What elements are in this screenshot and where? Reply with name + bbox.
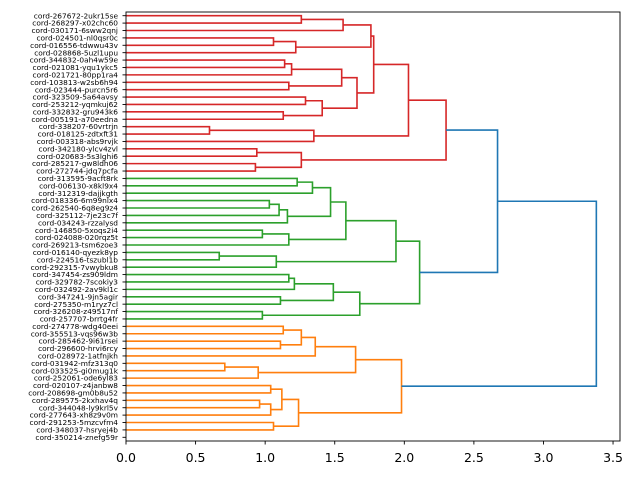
dendrogram-chart: cord-267672-2ukr15secord-268297-x02chc60… <box>0 0 640 480</box>
x-tick-label: 3.0 <box>534 450 554 465</box>
dendrogram-link <box>126 312 262 319</box>
dendrogram-link <box>276 221 396 262</box>
leaf-labels: cord-267672-2ukr15secord-268297-x02chc60… <box>28 11 126 442</box>
x-tick-label: 1.5 <box>325 450 345 465</box>
x-axis: 0.0 0.5 1.0 1.5 2.0 2.5 3.0 3.5 <box>116 441 623 465</box>
dendrogram-link <box>126 204 279 215</box>
dendrogram-link <box>126 230 262 237</box>
x-tick-label: 1.0 <box>255 450 275 465</box>
dendrogram-link <box>126 42 296 53</box>
dendrogram-link <box>126 38 274 45</box>
dendrogram-link <box>322 78 357 109</box>
dendrogram-link <box>126 178 297 185</box>
dendrogram-link <box>126 201 269 208</box>
x-tick-label: 2.0 <box>394 450 414 465</box>
dendrogram-link <box>255 153 301 168</box>
dendrogram-link <box>126 182 312 193</box>
dendrogram-link <box>271 389 282 409</box>
dendrogram-link <box>283 101 322 116</box>
dendrogram-link <box>126 127 209 134</box>
dendrogram-link <box>126 278 294 289</box>
dendrogram-link <box>126 386 271 393</box>
dendrogram-link <box>420 130 498 272</box>
leaf-label: cord-350214-znefg59r <box>35 433 119 442</box>
dendrogram-link <box>289 69 342 86</box>
dendrogram-link <box>126 275 289 282</box>
dendrogram-link <box>126 149 257 156</box>
dendrogram-link <box>126 234 289 245</box>
dendrogram-link <box>280 284 333 301</box>
dendrogram-link <box>258 347 355 373</box>
dendrogram-link <box>126 297 280 304</box>
dendrogram-link <box>126 363 225 370</box>
dendrogram-link <box>126 341 280 348</box>
dendrogram-link <box>126 97 306 104</box>
dendrogram-link <box>126 210 287 223</box>
dendrogram-links <box>126 16 596 430</box>
dendrogram-link <box>274 399 299 426</box>
dendrogram-link <box>296 25 371 47</box>
x-tick-label: 0.5 <box>186 450 206 465</box>
dendrogram-link <box>126 19 343 30</box>
dendrogram-link <box>126 64 292 75</box>
dendrogram-link <box>314 64 409 135</box>
dendrogram-link <box>126 326 283 333</box>
dendrogram-link <box>126 112 283 119</box>
dendrogram-link <box>126 367 258 378</box>
dendrogram-link <box>360 241 420 304</box>
x-tick-label: 0.0 <box>116 450 136 465</box>
dendrogram-link <box>126 400 260 407</box>
dendrogram-link <box>126 256 276 267</box>
dendrogram-link <box>402 201 597 386</box>
dendrogram-link <box>126 164 255 171</box>
x-tick-label: 3.5 <box>603 450 623 465</box>
dendrogram-link <box>126 337 315 355</box>
dendrogram-link <box>126 130 314 141</box>
dendrogram-link <box>126 404 271 415</box>
dendrogram-link <box>287 188 330 217</box>
dendrogram-link <box>289 202 346 239</box>
dendrogram-link <box>299 360 402 413</box>
dendrogram-link <box>126 16 301 23</box>
dendrogram-link <box>301 100 446 160</box>
dendrogram-link <box>126 423 274 430</box>
dendrogram-link <box>126 252 219 259</box>
x-tick-label: 2.5 <box>464 450 484 465</box>
dendrogram-link <box>126 82 289 89</box>
dendrogram-link <box>126 60 285 67</box>
